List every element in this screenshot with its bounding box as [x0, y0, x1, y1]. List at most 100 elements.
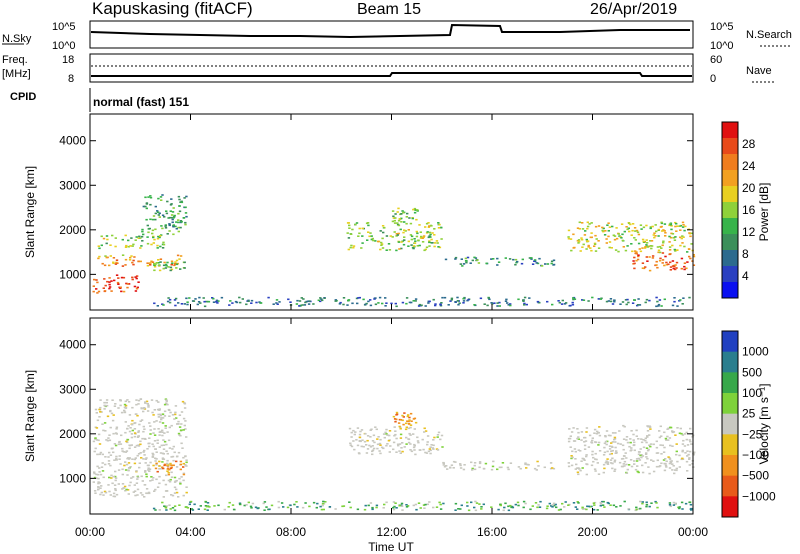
data-cell — [442, 502, 445, 505]
data-cell — [135, 275, 139, 277]
data-cell — [445, 465, 448, 467]
data-cell — [157, 416, 161, 418]
data-cell — [671, 445, 674, 447]
data-cell — [130, 237, 133, 239]
data-cell — [185, 459, 188, 461]
data-cell — [607, 502, 610, 505]
data-cell — [627, 508, 630, 510]
data-cell — [408, 419, 411, 421]
data-cell — [175, 460, 178, 463]
data-cell — [140, 457, 143, 459]
data-cell — [181, 447, 184, 449]
data-cell — [139, 398, 143, 400]
data-cell — [185, 461, 188, 464]
data-cell — [193, 503, 196, 506]
data-cell — [98, 471, 101, 473]
data-cell — [175, 488, 178, 491]
data-cell — [405, 504, 408, 506]
data-cell — [137, 403, 140, 405]
data-cell — [378, 442, 382, 445]
data-cell — [557, 509, 561, 511]
data-cell — [644, 266, 647, 268]
data-cell — [469, 262, 472, 264]
data-cell — [674, 268, 677, 271]
data-cell — [651, 255, 655, 257]
data-cell — [164, 224, 167, 226]
data-cell — [580, 431, 584, 433]
data-cell — [416, 440, 420, 442]
date-title: 26/Apr/2019 — [590, 1, 677, 18]
data-cell — [509, 504, 512, 507]
data-cell — [157, 214, 160, 216]
data-cell — [394, 302, 397, 305]
data-cell — [622, 448, 625, 451]
data-cell — [629, 223, 632, 226]
data-cell — [413, 449, 416, 451]
data-cell — [652, 443, 655, 446]
data-cell — [516, 501, 520, 504]
data-cell — [427, 302, 430, 304]
data-cell — [170, 263, 173, 266]
ytick-label: 3000 — [59, 382, 86, 396]
data-cell — [393, 505, 396, 508]
data-cell — [95, 412, 98, 414]
data-cell — [597, 225, 601, 227]
data-cell — [424, 430, 428, 432]
data-cell — [171, 262, 174, 264]
data-cell — [177, 451, 181, 454]
data-cell — [681, 508, 684, 510]
data-cell — [411, 246, 415, 249]
data-cell — [139, 420, 142, 422]
data-cell — [605, 300, 609, 303]
data-cell — [567, 437, 571, 440]
data-cell — [517, 504, 520, 507]
data-cell — [376, 438, 379, 440]
data-cell — [118, 455, 121, 457]
data-cell — [671, 233, 675, 235]
data-cell — [645, 244, 648, 246]
data-cell — [126, 286, 129, 289]
data-cell — [124, 451, 128, 453]
data-cell — [617, 250, 620, 253]
data-cell — [217, 504, 220, 507]
colorbar-tick-label: −100 — [742, 448, 769, 462]
data-cell — [147, 467, 150, 469]
data-cell — [102, 494, 105, 496]
data-cell — [669, 266, 673, 268]
data-cell — [141, 240, 144, 242]
data-cell — [238, 296, 241, 299]
data-cell — [669, 223, 673, 226]
data-cell — [583, 459, 586, 461]
data-cell — [157, 413, 160, 416]
data-cell — [637, 298, 640, 300]
data-cell — [378, 296, 382, 299]
data-cell — [324, 501, 327, 503]
data-cell — [107, 437, 110, 439]
data-cell — [657, 303, 661, 306]
nsky-tick-bottom: 10^0 — [52, 40, 76, 52]
data-cell — [603, 234, 607, 236]
data-cell — [372, 434, 376, 437]
data-cell — [380, 243, 384, 245]
data-cell — [163, 415, 167, 417]
data-cell — [366, 239, 369, 241]
data-cell — [652, 460, 655, 462]
data-cell — [682, 236, 685, 238]
data-cell — [289, 301, 292, 303]
data-cell — [108, 439, 112, 442]
data-cell — [167, 473, 171, 476]
data-cell — [212, 301, 216, 303]
data-cell — [581, 228, 585, 230]
data-cell — [674, 225, 677, 228]
data-cell — [169, 462, 172, 465]
data-cell — [426, 435, 430, 437]
data-cell — [428, 300, 431, 303]
data-cell — [623, 500, 626, 503]
data-cell — [444, 258, 448, 261]
data-cell — [399, 419, 403, 421]
data-cell — [96, 419, 100, 422]
data-cell — [625, 463, 628, 466]
data-cell — [655, 230, 658, 233]
data-cell — [400, 447, 403, 449]
